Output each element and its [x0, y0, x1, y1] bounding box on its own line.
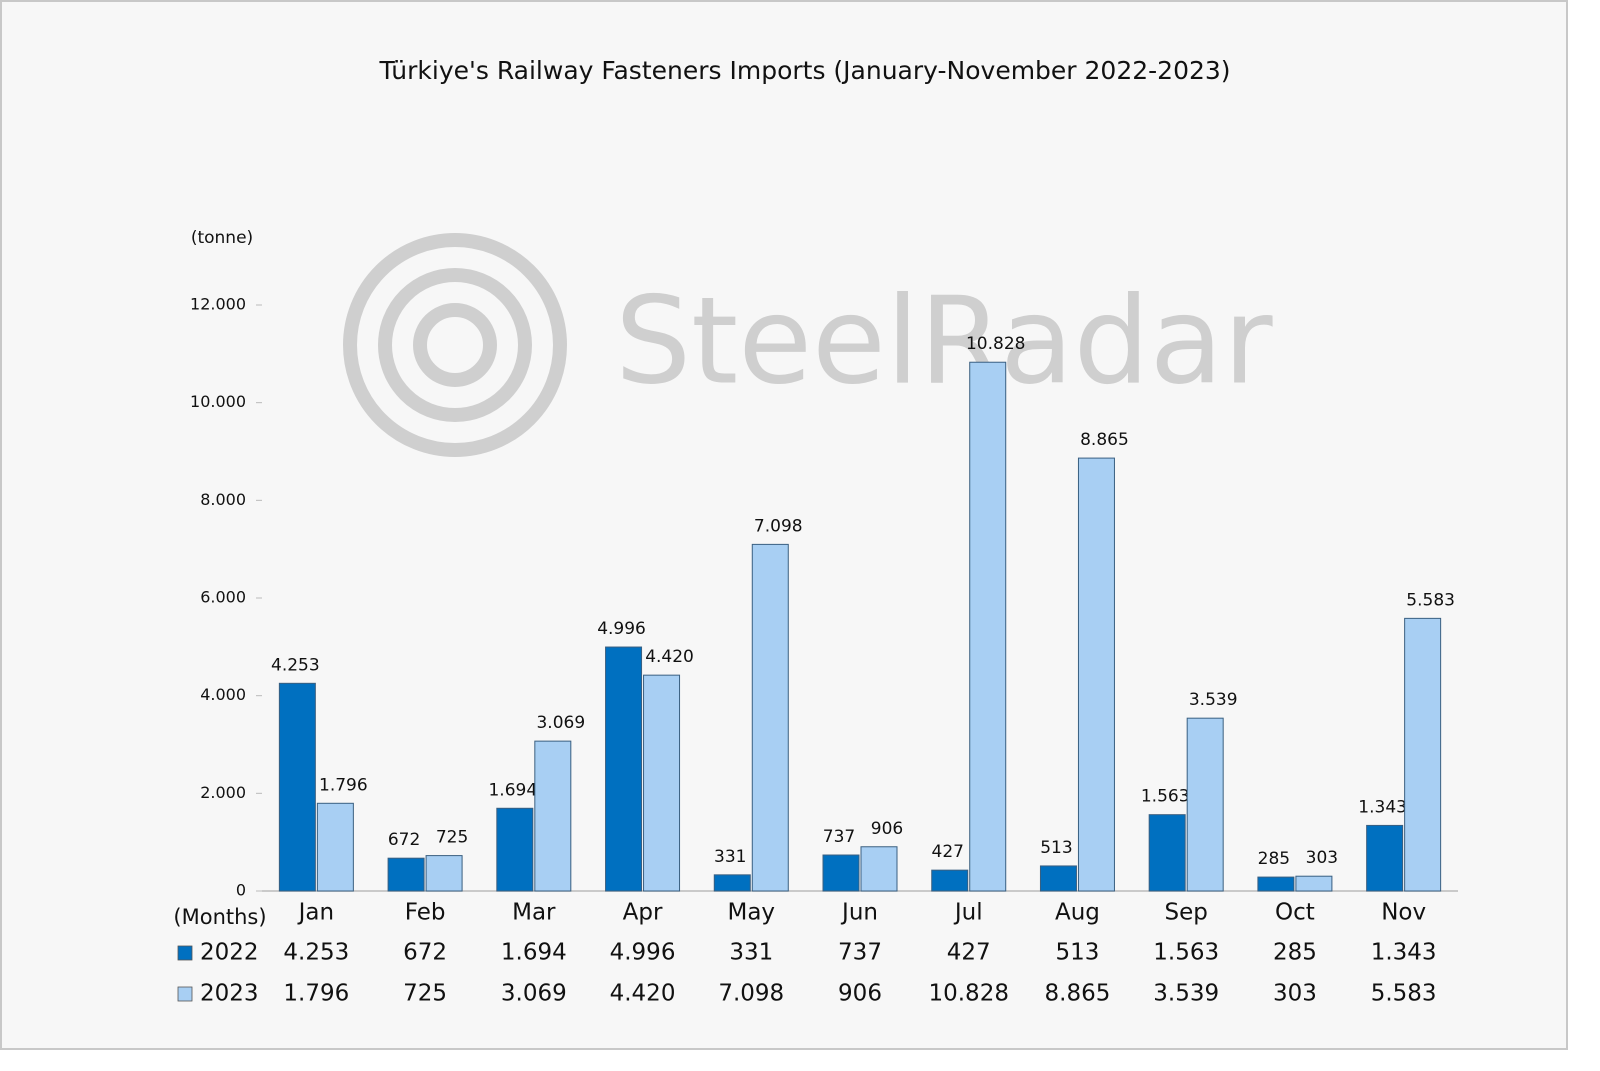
y-tick-label: 8.000 [200, 490, 246, 509]
legend-swatch [177, 945, 193, 961]
table-cell: 725 [403, 981, 447, 1007]
table-cell: 1.796 [283, 981, 349, 1007]
watermark: SteelRadar [343, 233, 1273, 457]
bar [822, 854, 860, 892]
table-cell: 8.865 [1045, 981, 1111, 1007]
chart-title: Türkiye's Railway Fasteners Imports (Jan… [378, 56, 1230, 85]
x-tick-label: Apr [623, 900, 663, 926]
data-label: 4.420 [645, 647, 694, 667]
bar [534, 740, 572, 892]
bar [1186, 717, 1224, 892]
data-label: 10.828 [966, 334, 1025, 354]
x-tick-label: Mar [512, 900, 556, 926]
x-tick-label: Sep [1165, 900, 1208, 926]
y-tick-label: 10.000 [190, 392, 246, 411]
watermark-text: SteelRadar [615, 273, 1273, 412]
data-label: 5.583 [1406, 590, 1455, 610]
bar [425, 855, 463, 892]
bar [751, 543, 789, 892]
table-cell: 303 [1273, 981, 1317, 1007]
table-cell: 513 [1056, 940, 1100, 966]
table-cell: 906 [838, 981, 882, 1007]
table-cell: 1.694 [501, 940, 567, 966]
table-cell: 3.539 [1153, 981, 1219, 1007]
x-tick-label: Jul [953, 900, 983, 926]
data-label: 331 [714, 847, 746, 867]
data-label: 7.098 [754, 516, 803, 536]
table-cell: 1.343 [1371, 940, 1437, 966]
table-cell: 3.069 [501, 981, 567, 1007]
data-label: 725 [436, 828, 468, 848]
x-tick-label: Oct [1275, 900, 1315, 926]
data-label: 8.865 [1080, 430, 1129, 450]
data-label: 3.539 [1189, 690, 1238, 710]
bar [1295, 875, 1333, 892]
x-tick-label: Jan [297, 900, 334, 926]
table-cell: 285 [1273, 940, 1317, 966]
data-label: 1.563 [1141, 787, 1190, 807]
data-label: 737 [823, 827, 855, 847]
bar [316, 802, 354, 892]
table-cell: 737 [838, 940, 882, 966]
x-tick-label: Nov [1381, 900, 1426, 926]
bar [1039, 865, 1077, 892]
data-label: 4.996 [597, 619, 646, 639]
bar [1404, 617, 1442, 892]
legend-label: 2023 [200, 981, 259, 1007]
bar [1077, 457, 1115, 892]
bar [278, 682, 316, 892]
x-tick-label: May [727, 900, 775, 926]
y-tick-label: 4.000 [200, 685, 246, 704]
table-cell: 331 [729, 940, 773, 966]
bar [605, 646, 643, 892]
data-label: 1.694 [488, 780, 537, 800]
data-label: 4.253 [271, 655, 320, 675]
table-cell: 1.563 [1153, 940, 1219, 966]
bar [643, 674, 681, 892]
table-cell: 7.098 [718, 981, 784, 1007]
bar [713, 874, 751, 892]
x-tick-label: Aug [1055, 900, 1100, 926]
y-tick-label: 12.000 [190, 295, 246, 314]
data-label: 427 [932, 842, 964, 862]
data-label: 1.343 [1358, 797, 1407, 817]
bar [1148, 814, 1186, 892]
y-tick-label: 0 [236, 881, 246, 900]
data-label: 906 [871, 819, 903, 839]
table-cell: 427 [947, 940, 991, 966]
table-cell: 10.828 [928, 981, 1008, 1007]
x-tick-label: Feb [405, 900, 446, 926]
table-cell: 5.583 [1371, 981, 1437, 1007]
y-axis-label: (tonne) [191, 228, 253, 248]
y-tick-label: 2.000 [200, 783, 246, 802]
watermark-ring [378, 268, 532, 422]
x-axis-label: (Months) [173, 905, 266, 929]
bar [860, 846, 898, 892]
data-label: 1.796 [319, 775, 368, 795]
watermark-ring [343, 233, 567, 457]
y-tick-label: 6.000 [200, 588, 246, 607]
bar [931, 869, 969, 892]
table-cell: 4.253 [283, 940, 349, 966]
bar [1366, 824, 1404, 892]
table-cell: 4.420 [610, 981, 676, 1007]
bar [496, 807, 534, 892]
data-label: 285 [1258, 849, 1290, 869]
data-label: 672 [388, 830, 420, 850]
x-tick-label: Jun [840, 900, 878, 926]
legend-swatch [177, 986, 193, 1002]
bar [1257, 876, 1295, 892]
data-label: 3.069 [536, 713, 585, 733]
data-label: 513 [1040, 838, 1072, 858]
bar [969, 361, 1007, 892]
data-label: 303 [1306, 848, 1338, 868]
table-cell: 672 [403, 940, 447, 966]
table-cell: 4.996 [610, 940, 676, 966]
legend-label: 2022 [200, 940, 259, 966]
bar [387, 857, 425, 892]
watermark-ring [413, 303, 497, 387]
